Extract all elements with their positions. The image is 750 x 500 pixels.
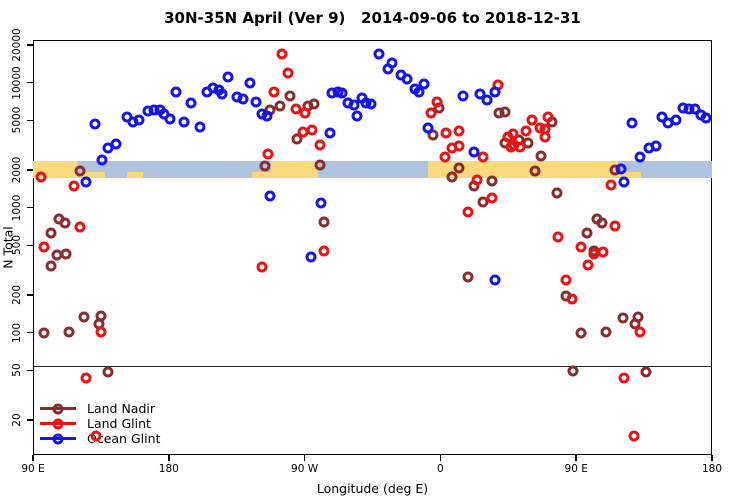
land-highlight-band (33, 161, 79, 178)
x-tick-label: 180 (701, 463, 723, 475)
land-highlight-band (271, 161, 319, 178)
y-tick-label: 20 (11, 413, 23, 427)
x-axis-tick (575, 455, 577, 461)
land-nadir-marker-icon (40, 403, 76, 414)
plot-area (33, 40, 712, 455)
x-axis-tick (439, 455, 442, 461)
y-axis-tick (27, 169, 33, 171)
legend: Land Nadir Land Glint Ocean Glint (40, 401, 160, 446)
y-tick-label: 500 (11, 235, 23, 256)
x-tick-label: 0 (437, 463, 444, 475)
ocean-glint-marker-icon (40, 433, 76, 444)
x-axis-tick (32, 455, 34, 461)
threshold-line (33, 366, 712, 368)
y-tick-label: 100 (11, 322, 23, 343)
x-axis-title: Longitude (deg E) (316, 481, 429, 496)
y-axis-tick (27, 81, 33, 84)
legend-label: Land Nadir (87, 401, 156, 416)
legend-item-land-nadir: Land Nadir (40, 401, 160, 416)
land-highlight-band-fringe (251, 171, 272, 178)
x-axis-tick (168, 455, 170, 461)
y-axis-tick (27, 119, 33, 121)
y-tick-label: 5000 (11, 106, 23, 134)
y-axis-tick (27, 244, 33, 246)
y-tick-label: 50 (11, 363, 23, 377)
y-tick-label: 10000 (11, 65, 23, 100)
x-tick-label: 180 (158, 463, 179, 475)
x-tick-label: 90 E (21, 463, 45, 475)
legend-item-ocean-glint: Ocean Glint (40, 431, 160, 446)
y-tick-label: 1000 (11, 194, 23, 221)
x-axis-tick (303, 455, 306, 461)
y-axis-tick (27, 331, 33, 334)
x-tick-label: 90 W (291, 463, 319, 475)
land-highlight-band-fringe (79, 171, 106, 178)
y-tick-label: 20000 (11, 28, 23, 62)
y-axis-tick (27, 369, 33, 371)
legend-item-land-glint: Land Glint (40, 416, 160, 431)
y-axis-tick (27, 44, 33, 46)
land-highlight-band-fringe (618, 171, 642, 178)
legend-label: Ocean Glint (87, 431, 161, 446)
y-axis-tick (27, 206, 33, 209)
y-tick-label: 200 (11, 284, 23, 306)
y-axis-tick (27, 294, 33, 296)
y-axis-tick (27, 419, 33, 421)
x-axis-tick (711, 455, 713, 461)
x-tick-label: 90 E (564, 463, 588, 475)
chart-title: 30N-35N April (Ver 9) 2014-09-06 to 2018… (164, 9, 581, 27)
land-glint-marker-icon (40, 418, 76, 429)
y-tick-label: 2000 (11, 156, 23, 184)
legend-label: Land Glint (87, 416, 151, 431)
land-highlight-band (428, 161, 619, 178)
land-highlight-band-fringe (126, 171, 144, 178)
